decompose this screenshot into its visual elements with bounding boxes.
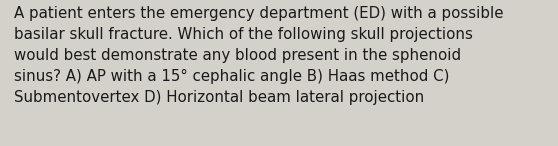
Text: A patient enters the emergency department (ED) with a possible
basilar skull fra: A patient enters the emergency departmen…: [14, 6, 503, 105]
